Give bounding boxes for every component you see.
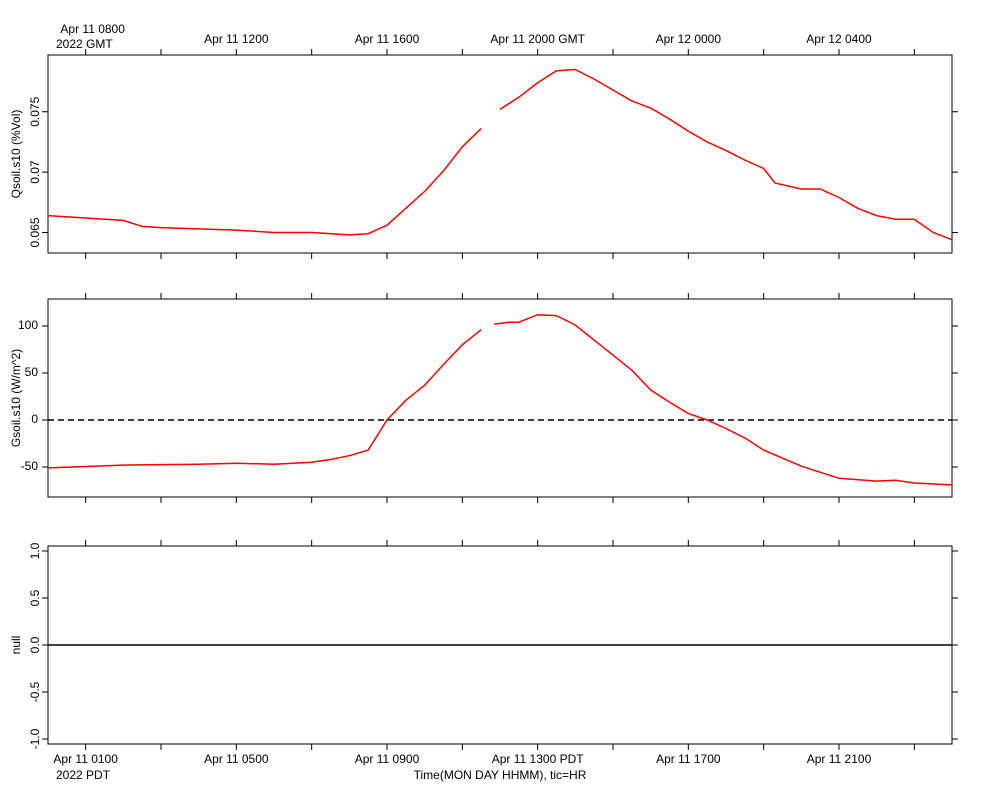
y-tick-label: 0.065	[28, 217, 42, 247]
x-tick-label: Apr 11 0900	[355, 752, 420, 766]
y-tick-label: -1.0	[28, 728, 42, 749]
y-tick-label: 0.07	[28, 160, 42, 184]
x-tick-label: Apr 11 1300 PDT	[492, 752, 584, 766]
data-line	[47, 68, 953, 241]
y-tick-label: 0	[31, 412, 38, 426]
x-tick-label: Apr 11 2000 GMT	[490, 32, 585, 46]
y-tick-label: 1.0	[28, 542, 42, 559]
y-tick-label: 0.075	[28, 96, 42, 126]
y-tick-label: 0.5	[28, 589, 42, 606]
x-axis-label: Time(MON DAY HHMM), tic=HR	[414, 768, 587, 782]
y-axis-label: null	[9, 636, 23, 655]
y-tick-label: 0.0	[28, 636, 42, 653]
x-tick-label: Apr 12 0000	[656, 32, 722, 46]
x-tick-label: Apr 11 0100	[53, 752, 118, 766]
x-tick-label: Apr 11 0800	[60, 22, 125, 36]
x-tick-label: Apr 11 1600	[355, 32, 420, 46]
x-year-label: 2022 GMT	[56, 37, 113, 51]
x-tick-label: Apr 11 1700	[656, 752, 721, 766]
y-axis-label: Gsoil.s10 (W/m^2)	[9, 349, 23, 447]
x-tick-label: Apr 11 1200	[204, 32, 269, 46]
y-tick-label: -50	[21, 459, 39, 473]
x-tick-label: Apr 11 0500	[204, 752, 269, 766]
y-tick-label: -0.5	[28, 681, 42, 702]
data-line	[47, 313, 953, 486]
x-tick-label: Apr 12 0400	[806, 32, 872, 46]
plot-frame	[47, 54, 953, 254]
y-axis-label: Qsoil.s10 (%Vol)	[9, 110, 23, 199]
y-tick-label: 100	[18, 318, 38, 332]
x-year-label: 2022 PDT	[56, 768, 111, 782]
plot-frame	[47, 298, 953, 498]
x-tick-label: Apr 11 2100	[807, 752, 872, 766]
y-tick-label: 50	[25, 365, 39, 379]
